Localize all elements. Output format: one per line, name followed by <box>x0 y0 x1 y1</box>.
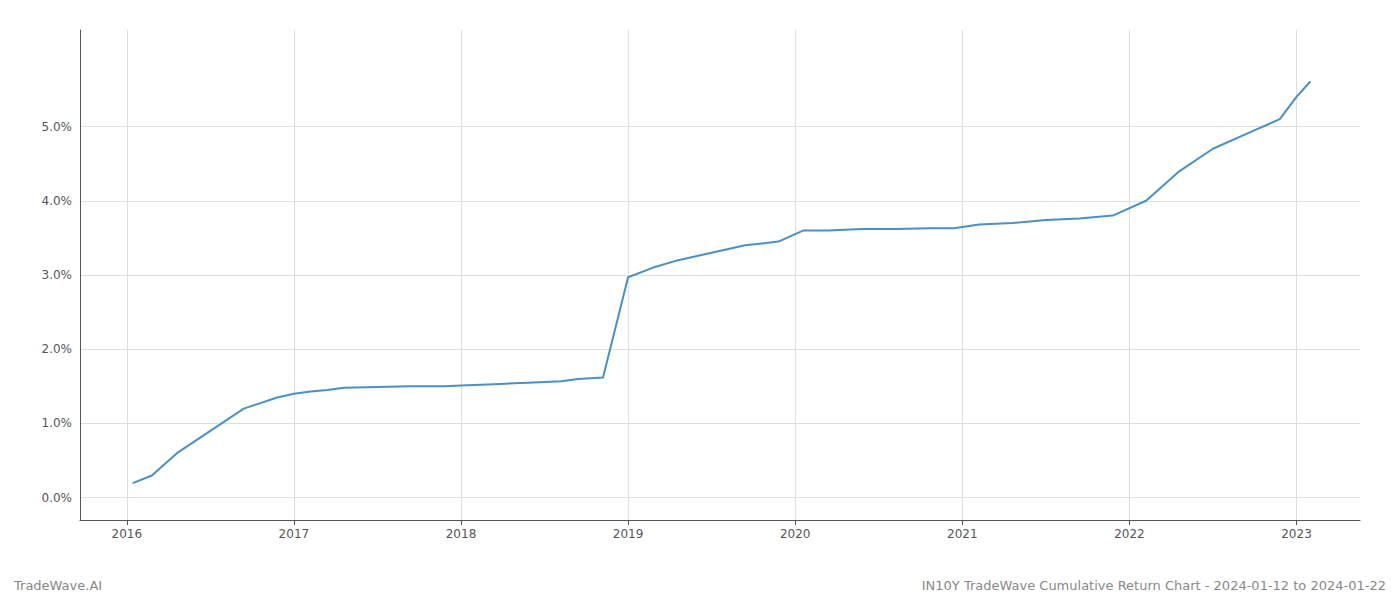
svg-text:TradeWave.AI: TradeWave.AI <box>13 578 102 593</box>
svg-text:2018: 2018 <box>446 527 477 541</box>
svg-text:2023: 2023 <box>1281 527 1312 541</box>
svg-text:2020: 2020 <box>780 527 811 541</box>
svg-text:4.0%: 4.0% <box>42 194 73 208</box>
svg-text:3.0%: 3.0% <box>42 268 73 282</box>
svg-text:IN10Y TradeWave Cumulative Ret: IN10Y TradeWave Cumulative Return Chart … <box>922 578 1386 593</box>
svg-text:2017: 2017 <box>279 527 310 541</box>
svg-text:5.0%: 5.0% <box>42 120 73 134</box>
svg-text:2019: 2019 <box>613 527 644 541</box>
svg-text:2021: 2021 <box>947 527 978 541</box>
svg-text:2022: 2022 <box>1114 527 1145 541</box>
svg-text:2.0%: 2.0% <box>42 342 73 356</box>
svg-text:2016: 2016 <box>112 527 143 541</box>
svg-text:1.0%: 1.0% <box>42 416 73 430</box>
svg-text:0.0%: 0.0% <box>42 491 73 505</box>
